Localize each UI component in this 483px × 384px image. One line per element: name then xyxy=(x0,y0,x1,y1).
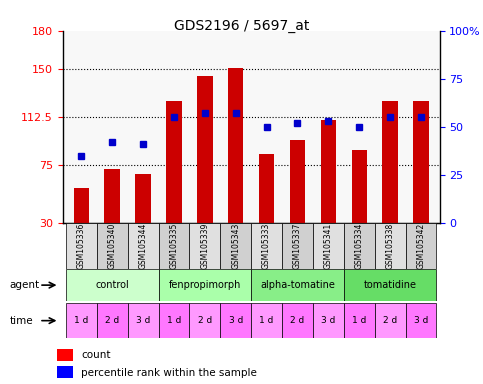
Text: time: time xyxy=(10,316,33,326)
FancyBboxPatch shape xyxy=(158,303,189,338)
FancyBboxPatch shape xyxy=(128,303,158,338)
FancyBboxPatch shape xyxy=(406,303,437,338)
FancyBboxPatch shape xyxy=(128,223,158,269)
FancyBboxPatch shape xyxy=(375,223,406,269)
FancyBboxPatch shape xyxy=(220,303,251,338)
FancyBboxPatch shape xyxy=(344,269,437,301)
Text: control: control xyxy=(95,280,129,290)
Bar xyxy=(383,101,398,261)
Text: agent: agent xyxy=(10,280,40,290)
Text: GSM105342: GSM105342 xyxy=(416,223,426,269)
Text: percentile rank within the sample: percentile rank within the sample xyxy=(81,367,257,377)
FancyBboxPatch shape xyxy=(313,303,344,338)
FancyBboxPatch shape xyxy=(282,303,313,338)
Text: GDS2196 / 5697_at: GDS2196 / 5697_at xyxy=(174,19,309,33)
Text: alpha-tomatine: alpha-tomatine xyxy=(260,280,335,290)
Text: 2 d: 2 d xyxy=(105,316,119,325)
Text: 1 d: 1 d xyxy=(259,316,274,325)
Text: count: count xyxy=(81,350,111,360)
Bar xyxy=(197,76,213,261)
FancyBboxPatch shape xyxy=(158,269,251,301)
Text: 3 d: 3 d xyxy=(228,316,243,325)
Bar xyxy=(57,366,73,379)
FancyBboxPatch shape xyxy=(282,223,313,269)
FancyBboxPatch shape xyxy=(189,303,220,338)
Bar xyxy=(135,174,151,261)
FancyBboxPatch shape xyxy=(220,223,251,269)
Text: 2 d: 2 d xyxy=(198,316,212,325)
Text: 1 d: 1 d xyxy=(352,316,367,325)
FancyBboxPatch shape xyxy=(158,223,189,269)
Text: GSM105334: GSM105334 xyxy=(355,223,364,269)
Bar xyxy=(290,139,305,261)
Text: 3 d: 3 d xyxy=(414,316,428,325)
Text: GSM105338: GSM105338 xyxy=(385,223,395,269)
Text: GSM105337: GSM105337 xyxy=(293,223,302,269)
Text: 2 d: 2 d xyxy=(383,316,397,325)
FancyBboxPatch shape xyxy=(251,223,282,269)
Text: GSM105340: GSM105340 xyxy=(108,223,117,269)
Bar xyxy=(321,120,336,261)
Bar xyxy=(259,154,274,261)
Text: GSM105335: GSM105335 xyxy=(170,223,178,269)
Text: GSM105333: GSM105333 xyxy=(262,223,271,269)
FancyBboxPatch shape xyxy=(406,223,437,269)
FancyBboxPatch shape xyxy=(189,223,220,269)
Bar xyxy=(228,68,243,261)
Text: GSM105344: GSM105344 xyxy=(139,223,148,269)
Bar xyxy=(413,101,429,261)
FancyBboxPatch shape xyxy=(97,303,128,338)
Text: 3 d: 3 d xyxy=(136,316,150,325)
Text: 1 d: 1 d xyxy=(167,316,181,325)
Text: GSM105336: GSM105336 xyxy=(77,223,86,269)
FancyBboxPatch shape xyxy=(251,303,282,338)
FancyBboxPatch shape xyxy=(344,223,375,269)
Text: GSM105341: GSM105341 xyxy=(324,223,333,269)
Text: GSM105343: GSM105343 xyxy=(231,223,240,269)
Text: 2 d: 2 d xyxy=(290,316,305,325)
Text: 3 d: 3 d xyxy=(321,316,336,325)
FancyBboxPatch shape xyxy=(344,303,375,338)
FancyBboxPatch shape xyxy=(66,303,97,338)
FancyBboxPatch shape xyxy=(66,269,158,301)
FancyBboxPatch shape xyxy=(251,269,344,301)
Bar xyxy=(166,101,182,261)
Bar xyxy=(57,349,73,361)
Text: fenpropimorph: fenpropimorph xyxy=(169,280,241,290)
FancyBboxPatch shape xyxy=(313,223,344,269)
Bar xyxy=(104,169,120,261)
FancyBboxPatch shape xyxy=(66,223,97,269)
Bar xyxy=(352,150,367,261)
Text: 1 d: 1 d xyxy=(74,316,88,325)
Text: GSM105339: GSM105339 xyxy=(200,223,209,269)
FancyBboxPatch shape xyxy=(97,223,128,269)
Text: tomatidine: tomatidine xyxy=(364,280,417,290)
FancyBboxPatch shape xyxy=(375,303,406,338)
Bar xyxy=(73,188,89,261)
